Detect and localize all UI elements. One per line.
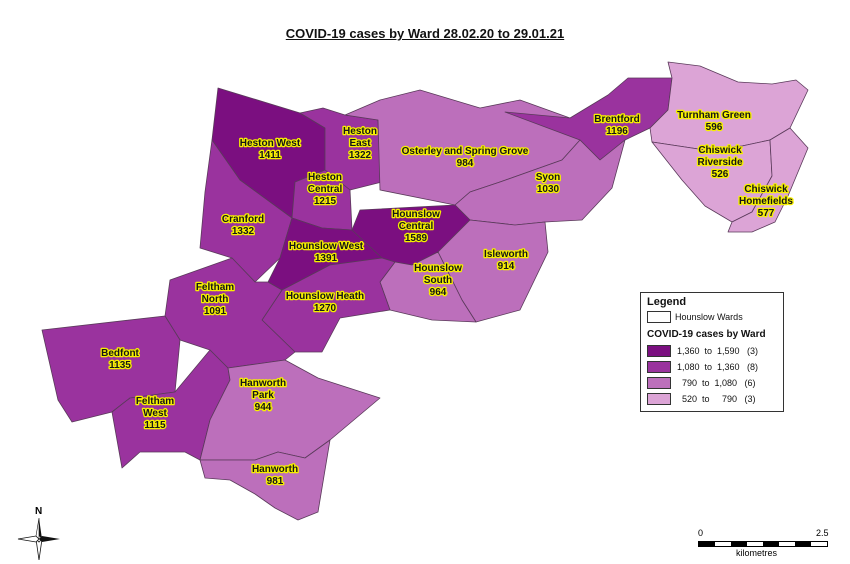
legend-boundary-key: Hounslow Wards (647, 311, 743, 323)
legend-range: 1,360 to 1,590 (3) (677, 346, 759, 356)
legend-title: COVID-19 cases by Ward (647, 329, 766, 340)
legend-class-2: 1,080 to 1,360 (8) (647, 361, 758, 373)
ward-label-osterley: Osterley and Spring Grove 984 (402, 146, 529, 169)
legend-class-1: 1,360 to 1,590 (3) (647, 345, 758, 357)
legend-class-3: 790 to 1,080 (6) (647, 377, 756, 389)
ward-label-heston-central: Heston Central 1215 (308, 172, 343, 207)
ward-label-syon: Syon 1030 (536, 172, 560, 195)
legend-class-4: 520 to 790 (3) (647, 393, 756, 405)
ward-label-hounslow-west: Hounslow West 1391 (289, 241, 364, 264)
ward-label-feltham-west: Feltham West 1115 (136, 396, 174, 431)
ward-label-brentford: Brentford 1196 (594, 114, 640, 137)
boundary-swatch (647, 311, 671, 323)
ward-label-hanworth: Hanworth 981 (252, 464, 298, 487)
ward-label-chiswick-riverside: Chiswick Riverside 526 (697, 145, 742, 180)
ward-label-heston-east: Heston East 1322 (343, 126, 377, 161)
ward-label-heston-west: Heston West 1411 (240, 138, 301, 161)
ward-label-bedfont: Bedfont 1135 (101, 348, 139, 371)
scale-start-label: 0 (698, 528, 704, 538)
north-arrow-icon (17, 517, 60, 561)
scale-end-label: 2.5 (816, 528, 829, 538)
legend-range: 520 to 790 (3) (677, 394, 756, 404)
ward-label-feltham-north: Feltham North 1091 (196, 282, 234, 317)
legend-range: 1,080 to 1,360 (8) (677, 362, 759, 372)
scale-bar-graphic (698, 541, 828, 547)
north-label: N (35, 506, 43, 517)
ward-label-hounslow-south: Hounslow South 964 (414, 263, 462, 298)
legend-swatch (647, 393, 671, 405)
legend-boundary-label: Hounslow Wards (675, 312, 743, 322)
ward-chiswick-homefields (727, 127, 809, 233)
ward-label-hounslow-central: Hounslow Central 1589 (392, 209, 440, 244)
ward-hanworth (199, 439, 331, 521)
ward-label-turnham-green: Turnham Green 596 (677, 110, 751, 133)
ward-label-chiswick-homefields: Chiswick Homefields 577 (739, 184, 793, 219)
legend-swatch (647, 361, 671, 373)
legend-heading: Legend (647, 296, 687, 308)
ward-label-isleworth: Isleworth 914 (484, 249, 528, 272)
legend: Legend Hounslow Wards COVID-19 cases by … (640, 292, 784, 412)
scale-bar: 0 2.5 kilometres (698, 528, 830, 558)
legend-swatch (647, 345, 671, 357)
ward-label-cranford: Cranford 1332 (222, 214, 264, 237)
scale-unit-label: kilometres (736, 548, 778, 558)
legend-range: 790 to 1,080 (6) (677, 378, 756, 388)
ward-label-hanworth-park: Hanworth Park 944 (240, 378, 286, 413)
map-title: COVID-19 cases by Ward 28.02.20 to 29.01… (285, 26, 565, 41)
ward-label-hounslow-heath: Hounslow Heath 1270 (286, 291, 364, 314)
legend-swatch (647, 377, 671, 389)
